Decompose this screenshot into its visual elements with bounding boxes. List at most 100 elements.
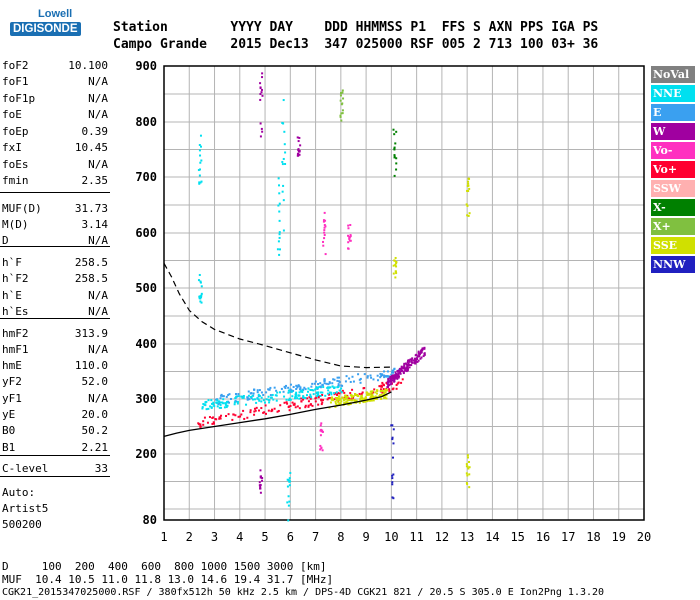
echo-point [466,456,469,459]
echo-point [466,214,469,217]
param-value: 10.100 [68,59,108,72]
echo-point [380,385,383,388]
echo-point [465,481,468,484]
param-value: 33 [94,462,108,475]
echo-point [415,357,418,360]
echo-point [321,384,324,387]
echo-point [391,436,394,439]
echo-point [249,411,252,414]
echo-point [283,385,286,388]
y-tick-label: 800 [135,115,157,129]
echo-point [393,380,396,383]
separator [0,318,110,319]
echo-point [395,265,398,268]
echo-point [276,410,279,413]
y-tick-label: 700 [135,170,157,184]
echo-point [275,389,278,392]
echo-point [289,383,292,386]
param-value: N/A [88,343,108,356]
echo-point [259,122,262,125]
echo-point [240,413,243,416]
echo-point [214,418,217,421]
echo-point [343,397,346,400]
echo-point [283,143,286,146]
echo-point [413,357,416,360]
echo-point [253,388,256,391]
echo-point [278,236,281,239]
echo-point [225,406,228,409]
echo-point [401,378,404,381]
echo-point [467,182,470,185]
echo-point [303,396,306,399]
echo-point [259,135,262,138]
y-tick-label: 900 [135,59,157,73]
param-row: yE 20.0 [2,407,108,423]
echo-point [392,376,395,379]
echo-point [287,386,290,389]
echo-point [393,377,396,380]
echo-point [388,388,391,391]
echo-point [301,389,304,392]
echo-point [414,362,417,365]
echo-point [349,392,352,395]
echo-point [261,130,264,133]
echo-point [327,389,330,392]
echo-point [225,395,228,398]
echo-point [366,375,369,378]
echo-point [309,397,312,400]
echo-point [284,151,287,154]
echo-point [319,394,322,397]
echo-point [396,382,399,385]
echo-point [200,159,203,162]
echo-point [220,414,223,417]
echo-point [358,392,361,395]
echo-point [276,248,279,251]
echo-point [207,399,210,402]
echo-point [381,389,384,392]
echo-point [269,386,272,389]
echo-point [466,204,469,207]
param-value: N/A [88,392,108,405]
echo-point [298,385,301,388]
echo-point [468,466,471,469]
echo-point [465,465,468,468]
echo-point [320,403,323,406]
echo-point [288,397,291,400]
param-name: B1 [2,441,16,454]
echo-point [319,424,322,427]
echo-point [349,224,352,227]
header-row-values: Campo Grande 2015 Dec13 347 025000 RSF 0… [113,37,599,52]
echo-point [269,394,272,397]
echo-point [255,406,258,409]
echo-point [360,397,363,400]
echo-point [218,402,221,405]
echo-point [198,143,201,146]
echo-point [278,202,281,205]
echo-point [218,406,221,409]
echo-point [390,424,393,427]
echo-point [391,369,394,372]
echo-point [465,463,468,466]
echo-point [382,390,385,393]
echo-point [298,153,301,156]
echo-point [321,430,324,433]
echo-point [208,416,211,419]
param-name: h`E [2,289,22,302]
echo-point [312,393,315,396]
param-row: hmE 110.0 [2,358,108,374]
echo-point [202,423,205,426]
echo-point [295,387,298,390]
y-tick-label: 400 [135,337,157,351]
echo-point [397,369,400,372]
echo-point [319,382,322,385]
echo-point [331,396,334,399]
echo-point [323,231,326,234]
echo-point [222,398,225,401]
echo-point [339,114,342,117]
param-value: 10.45 [74,141,108,154]
y-tick-label: 200 [135,447,157,461]
param-name: h`F [2,256,22,269]
echo-point [335,396,338,399]
echo-point [348,399,351,402]
param-row: foEp 0.39 [2,124,108,140]
